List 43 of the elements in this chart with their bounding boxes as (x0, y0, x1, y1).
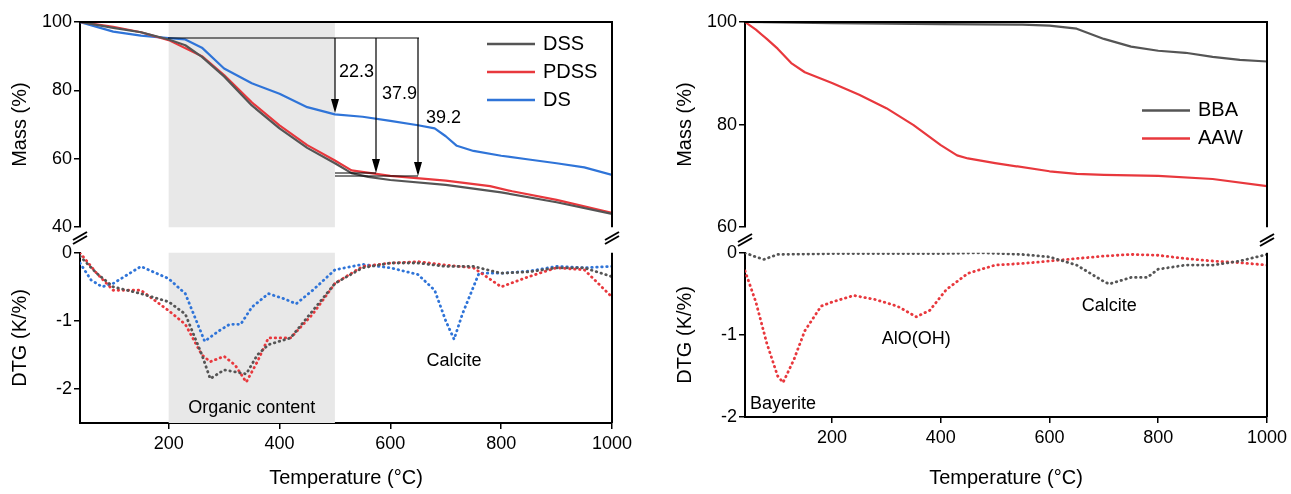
line-series (80, 261, 612, 343)
y-tick-label: -2 (55, 377, 72, 398)
x-axis-title: Temperature (°C) (929, 465, 1083, 488)
x-tick-label: 600 (375, 432, 406, 453)
y-tick-label: 100 (706, 10, 737, 31)
band-label: Organic content (188, 396, 316, 417)
legend-label: BBA (1198, 98, 1239, 121)
y-tick-label: -2 (720, 405, 737, 426)
legend-label: PDSS (543, 59, 598, 82)
y-tick-label: 100 (41, 10, 72, 31)
y-axis-title: DTG (K/%) (7, 289, 30, 387)
annotation: Bayerite (750, 393, 817, 414)
annotation: 39.2 (426, 106, 462, 127)
annotation: Calcite (426, 350, 482, 371)
x-tick-label: 200 (153, 432, 184, 453)
y-tick-label: -1 (720, 323, 737, 344)
y-tick-label: -1 (55, 309, 72, 330)
annotation: Calcite (1081, 294, 1137, 315)
y-tick-label: 60 (51, 147, 72, 168)
annotation: AlO(OH) (881, 327, 951, 348)
x-tick-label: 600 (1034, 426, 1065, 447)
x-tick-label: 800 (486, 432, 517, 453)
x-tick-label: 400 (925, 426, 956, 447)
y-axis-title: Mass (%) (672, 82, 695, 167)
x-tick-label: 400 (264, 432, 295, 453)
y-tick-label: 0 (726, 241, 737, 262)
legend-label: DSS (543, 31, 585, 54)
x-tick-label: 1000 (1246, 426, 1287, 447)
y-tick-label: 80 (51, 79, 72, 100)
y-axis-title: DTG (K/%) (672, 286, 695, 384)
x-tick-label: 1000 (591, 432, 633, 453)
y-tick-label: 60 (716, 216, 737, 237)
x-tick-label: 800 (1143, 426, 1174, 447)
line-series (745, 252, 1267, 286)
legend-label: DS (543, 87, 571, 110)
x-tick-label: 200 (816, 426, 848, 447)
y-axis-title: Mass (%) (7, 82, 30, 167)
y-tick-label: 0 (61, 241, 72, 262)
y-tick-label: 80 (716, 113, 737, 134)
y-tick-label: 40 (51, 216, 72, 237)
x-axis-title: Temperature (°C) (269, 465, 423, 488)
legend-label: AAW (1198, 126, 1243, 149)
line-series (745, 253, 1267, 384)
